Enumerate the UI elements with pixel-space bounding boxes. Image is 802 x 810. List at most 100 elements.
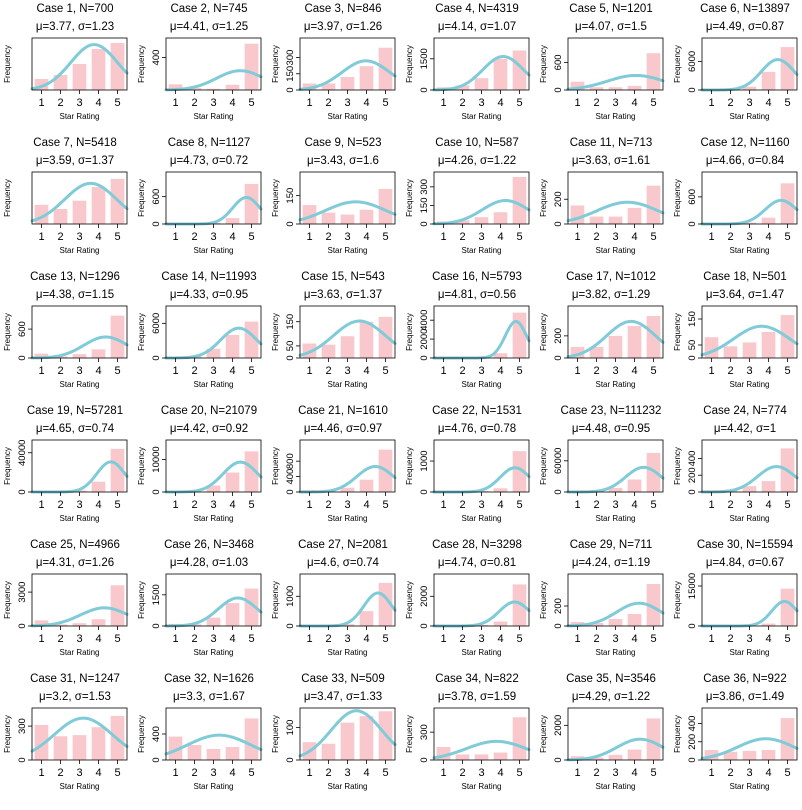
panel-stats: μ=4.24, σ=1.19 [572, 557, 650, 569]
fitted-curve [566, 73, 665, 91]
x-axis-label: Star Rating [729, 648, 769, 657]
y-tick-label: 0 [687, 489, 698, 494]
y-axis-label: Frequency [271, 45, 280, 83]
y-tick-label: 2000 [553, 715, 564, 736]
bar [359, 716, 374, 760]
panel-title: Case 24, N=774 [703, 405, 787, 417]
x-tick-label: 2 [459, 365, 465, 377]
x-tick-label: 4 [631, 633, 637, 645]
y-tick-label: 2000 [419, 586, 430, 607]
bar [780, 588, 795, 626]
x-tick-label: 1 [306, 97, 312, 109]
x-axis-label: Star Rating [461, 246, 501, 255]
bar [627, 325, 642, 358]
panel-stats: μ=4.81, σ=0.56 [438, 289, 516, 301]
fitted-curve [298, 319, 397, 357]
x-tick-label: 1 [440, 767, 446, 779]
x-tick-label: 2 [459, 231, 465, 243]
y-axis-label: Frequency [271, 715, 280, 753]
y-tick-label: 600 [151, 189, 162, 205]
x-tick-label: 5 [784, 97, 790, 109]
bar [225, 603, 240, 626]
bar [589, 346, 604, 358]
y-tick-label: 0 [151, 221, 162, 226]
y-tick-label: 0 [285, 87, 296, 92]
bar [589, 623, 604, 626]
y-tick-label: 0 [285, 221, 296, 226]
x-tick-label: 5 [516, 633, 522, 645]
bar [474, 217, 489, 224]
panel-case-31: Case 31, N=1247 μ=3.2, σ=1.53 1 2 3 4 5 Star Ra… [3, 673, 129, 791]
panel-case-19: Case 19, N=57281 μ=4.65, σ=0.74 1 2 3 4 5 Star … [3, 405, 129, 523]
bar [512, 584, 527, 626]
fitted-curve [164, 733, 263, 756]
x-axis-label: Star Rating [729, 246, 769, 255]
x-tick-label: 2 [57, 499, 63, 511]
x-tick-label: 1 [708, 499, 714, 511]
y-tick-label: 400 [151, 50, 162, 66]
x-tick-label: 2 [727, 633, 733, 645]
panel-stats: μ=4.38, σ=1.15 [36, 289, 114, 301]
panel-title: Case 18, N=501 [703, 271, 786, 283]
x-tick-label: 4 [497, 499, 503, 511]
panel-stats: μ=3.86, σ=1.49 [706, 691, 784, 703]
bar [91, 481, 106, 492]
y-tick-label: 50 [285, 341, 296, 352]
x-tick-label: 3 [746, 231, 752, 243]
panel-stats: μ=4.6, σ=0.74 [307, 557, 380, 569]
bar [340, 722, 355, 760]
y-axis-label: Frequency [673, 179, 682, 217]
x-tick-label: 2 [325, 499, 331, 511]
y-tick-label: 6000 [151, 313, 162, 334]
y-tick-label: 1500 [151, 584, 162, 605]
y-tick-label: 600 [17, 321, 28, 337]
panel-stats: μ=3.64, σ=1.47 [706, 289, 784, 301]
x-axis-label: Star Rating [595, 782, 635, 791]
y-axis-label: Frequency [539, 179, 548, 217]
x-tick-label: 3 [76, 97, 82, 109]
y-tick-label: 0 [17, 489, 28, 494]
x-tick-label: 1 [574, 767, 580, 779]
x-tick-label: 2 [191, 633, 197, 645]
panel-case-4: Case 4, N=4319 μ=4.14, σ=1.07 1 2 3 4 5 Star Ra… [405, 3, 531, 121]
x-tick-label: 2 [57, 365, 63, 377]
y-axis-label: Frequency [3, 715, 12, 753]
panel-stats: μ=4.73, σ=0.72 [170, 155, 248, 167]
panel-title: Case 1, N=700 [36, 3, 113, 15]
x-tick-label: 3 [76, 365, 82, 377]
x-axis-label: Star Rating [59, 648, 99, 657]
bar [91, 187, 106, 224]
panel-case-26: Case 26, N=3468 μ=4.28, σ=1.03 1 2 3 4 5 Star R… [137, 539, 263, 657]
x-axis-label: Star Rating [729, 112, 769, 121]
panel-case-35: Case 35, N=3546 μ=4.29, σ=1.22 1 2 3 4 5 Star R… [539, 673, 665, 791]
y-tick-label: 4000 [419, 310, 430, 331]
y-tick-label: 150 [687, 311, 698, 327]
x-tick-label: 2 [191, 97, 197, 109]
fitted-curve [30, 716, 129, 753]
y-tick-label: 1500 [419, 48, 430, 69]
y-tick-label: 0 [553, 757, 564, 762]
y-tick-label: 2000 [419, 329, 430, 350]
panel-title: Case 21, N=1610 [298, 405, 388, 417]
y-tick-label: 0 [687, 87, 698, 92]
x-tick-label: 5 [382, 97, 388, 109]
bar [91, 619, 106, 626]
y-tick-label: 3000 [17, 582, 28, 603]
panel-title: Case 7, N=5418 [33, 137, 116, 149]
x-axis-label: Star Rating [327, 648, 367, 657]
bar [761, 217, 776, 224]
bar [340, 624, 355, 626]
panel-case-21: Case 21, N=1610 μ=4.46, σ=0.97 1 2 3 4 5 Star R… [271, 405, 397, 523]
bar [187, 745, 202, 760]
y-axis-label: Frequency [271, 179, 280, 217]
panel-title: Case 29, N=711 [570, 539, 653, 551]
x-tick-label: 3 [76, 767, 82, 779]
bar [72, 354, 87, 358]
x-tick-label: 3 [612, 499, 618, 511]
y-axis-label: Frequency [137, 581, 146, 619]
bar [608, 619, 623, 626]
bar [206, 348, 221, 358]
x-tick-label: 1 [440, 231, 446, 243]
panel-title: Case 10, N=587 [435, 137, 518, 149]
y-tick-label: 0 [553, 87, 564, 92]
